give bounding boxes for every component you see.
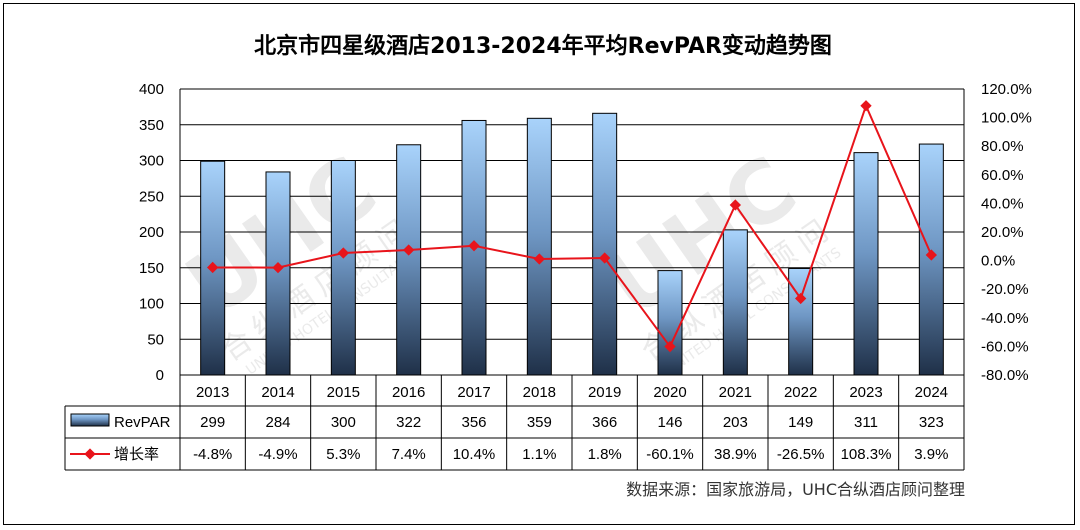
data-label-growth: -4.8% bbox=[193, 446, 232, 463]
bar-revpar bbox=[396, 144, 422, 376]
x-tick-label: 2017 bbox=[457, 384, 490, 401]
y2-tick-label: -40.0% bbox=[981, 310, 1029, 327]
data-label-growth: 38.9% bbox=[714, 446, 757, 463]
data-label-revpar: 323 bbox=[919, 414, 944, 431]
growth-point bbox=[468, 240, 480, 252]
y-tick-label: 0 bbox=[156, 367, 164, 384]
data-table: 2013 2014 2015 2016 2017 2018 2019 2020 2021 2022… bbox=[64, 375, 965, 471]
bar-revpar bbox=[265, 171, 291, 376]
data-label-revpar: 366 bbox=[592, 414, 617, 431]
growth-point bbox=[664, 340, 676, 353]
chart-title: 北京市四星级酒店2013-2024年平均RevPAR变动趋势图 bbox=[254, 33, 832, 59]
x-tick-label: 2021 bbox=[719, 384, 752, 401]
y-tick-label: 300 bbox=[139, 153, 164, 170]
y2-tick-label: 120.0% bbox=[981, 81, 1032, 98]
y-tick-label: 350 bbox=[139, 117, 164, 134]
data-label-revpar: 356 bbox=[461, 414, 486, 431]
y2-tick-label: 100.0% bbox=[981, 110, 1032, 127]
growth-point bbox=[599, 252, 611, 264]
data-label-revpar: 149 bbox=[788, 414, 813, 431]
bar-revpar bbox=[788, 267, 814, 376]
data-label-growth: -4.9% bbox=[258, 446, 297, 463]
x-tick-label: 2020 bbox=[653, 384, 686, 401]
revpar-chart: 北京市四星级酒店2013-2024年平均RevPAR变动趋势图 UHC合纵酒店顾… bbox=[64, 33, 1032, 499]
bar-revpar bbox=[592, 112, 618, 376]
y-tick-label: 250 bbox=[139, 188, 164, 205]
x-tick-label: 2024 bbox=[915, 384, 948, 401]
growth-point bbox=[403, 244, 415, 256]
x-tick-label: 2013 bbox=[196, 384, 229, 401]
y2-tick-label: -80.0% bbox=[981, 367, 1029, 384]
y2-tick-label: -60.0% bbox=[981, 338, 1029, 355]
x-tick-label: 2019 bbox=[588, 384, 621, 401]
data-label-revpar: 284 bbox=[265, 414, 290, 431]
growth-point bbox=[337, 247, 349, 259]
data-label-growth: -26.5% bbox=[777, 446, 825, 463]
data-label-revpar: 203 bbox=[723, 414, 748, 431]
legend-key-growth-marker bbox=[84, 448, 96, 460]
data-label-growth: 10.4% bbox=[453, 446, 496, 463]
data-label-revpar: 311 bbox=[854, 414, 878, 431]
bar-revpar bbox=[526, 117, 552, 376]
y2-tick-label: 80.0% bbox=[981, 138, 1024, 155]
data-label-growth: 108.3% bbox=[841, 446, 892, 463]
data-label-growth: 7.4% bbox=[392, 446, 426, 463]
chart-frame: 北京市四星级酒店2013-2024年平均RevPAR变动趋势图 UHC合纵酒店顾… bbox=[3, 3, 1075, 525]
y-tick-label: 400 bbox=[139, 81, 164, 98]
legend-label-revpar: RevPAR bbox=[114, 414, 171, 431]
plot-area: 0 50 100 150 200 250 300 350 400 -80.0% -60.0% -40.… bbox=[139, 81, 1032, 384]
y2-tick-label: 60.0% bbox=[981, 167, 1024, 184]
y2-tick-label: 20.0% bbox=[981, 224, 1024, 241]
x-tick-label: 2014 bbox=[261, 384, 294, 401]
data-label-revpar: 322 bbox=[396, 414, 421, 431]
data-label-growth: 1.1% bbox=[522, 446, 556, 463]
source-note: 数据来源：国家旅游局，UHC合纵酒店顾问整理 bbox=[626, 480, 965, 499]
data-label-growth: 5.3% bbox=[326, 446, 360, 463]
growth-point bbox=[925, 249, 937, 261]
y2-tick-label: 40.0% bbox=[981, 195, 1024, 212]
y-tick-label: 150 bbox=[139, 260, 164, 277]
y-tick-label: 200 bbox=[139, 224, 164, 241]
bar-revpar bbox=[722, 229, 748, 376]
bar-revpar bbox=[657, 270, 683, 376]
y-tick-label: 50 bbox=[147, 331, 164, 348]
x-tick-label: 2016 bbox=[392, 384, 425, 401]
growth-point bbox=[729, 199, 741, 211]
data-label-revpar: 299 bbox=[200, 414, 225, 431]
x-tick-label: 2022 bbox=[784, 384, 817, 401]
x-tick-label: 2018 bbox=[523, 384, 556, 401]
y2-tick-label: 0.0% bbox=[981, 253, 1015, 270]
y2-tick-label: -20.0% bbox=[981, 281, 1029, 298]
data-label-growth: -60.1% bbox=[646, 446, 694, 463]
growth-point bbox=[860, 100, 872, 112]
bar-revpar bbox=[330, 160, 356, 376]
data-label-growth: 1.8% bbox=[588, 446, 622, 463]
data-label-revpar: 359 bbox=[527, 414, 552, 431]
growth-point bbox=[272, 261, 284, 274]
growth-line bbox=[212, 102, 933, 349]
x-tick-label: 2023 bbox=[849, 384, 882, 401]
bar-revpar bbox=[853, 152, 879, 376]
growth-point bbox=[533, 253, 545, 265]
watermark-layer: UHC合纵酒店顾问UNITED HOTEL CONSULTANTSUHC合纵酒店… bbox=[169, 137, 844, 378]
legend-label-growth: 增长率 bbox=[114, 446, 159, 463]
data-label-growth: 3.9% bbox=[914, 446, 948, 463]
growth-point bbox=[207, 261, 219, 274]
data-label-revpar: 300 bbox=[331, 414, 356, 431]
x-tick-label: 2015 bbox=[327, 384, 360, 401]
legend-key-revpar bbox=[70, 413, 110, 427]
growth-point bbox=[795, 292, 807, 305]
y-tick-label: 100 bbox=[139, 296, 164, 313]
data-label-revpar: 146 bbox=[657, 414, 682, 431]
